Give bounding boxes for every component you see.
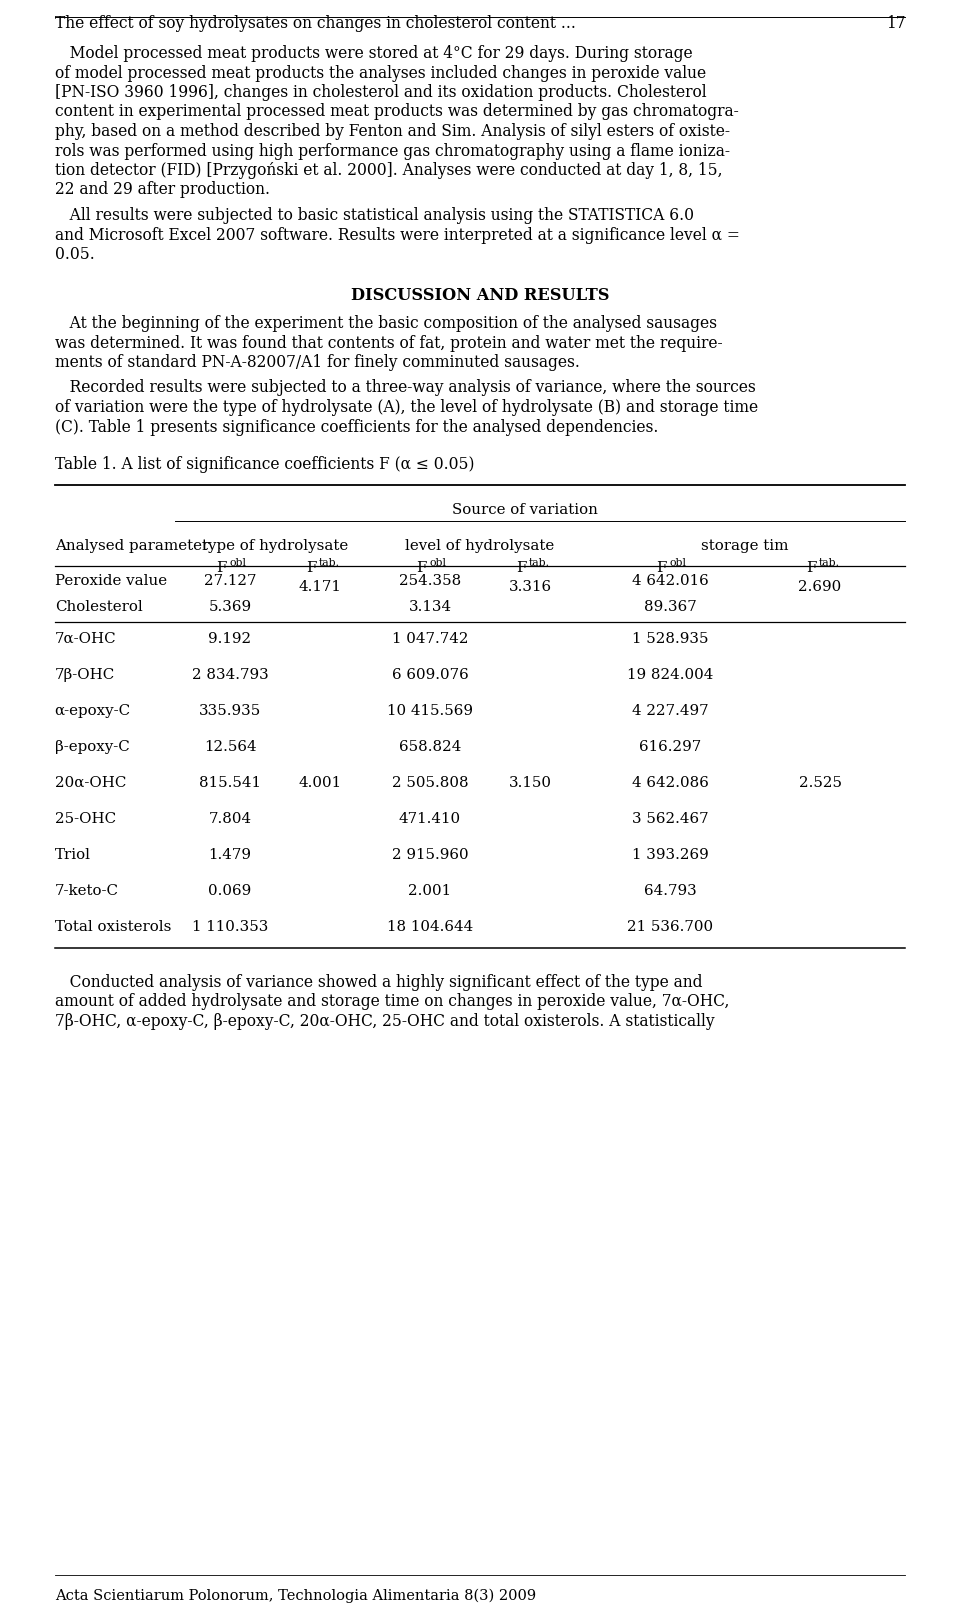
- Text: 25-OHC: 25-OHC: [55, 812, 116, 826]
- Text: 7-keto-C: 7-keto-C: [55, 883, 119, 897]
- Text: 1 393.269: 1 393.269: [632, 847, 708, 862]
- Text: 7β-OHC, α-epoxy-C, β-epoxy-C, 20α-OHC, 25-OHC and total oxisterols. A statistica: 7β-OHC, α-epoxy-C, β-epoxy-C, 20α-OHC, 2…: [55, 1012, 714, 1030]
- Text: At the beginning of the experiment the basic composition of the analysed sausage: At the beginning of the experiment the b…: [55, 315, 717, 331]
- Text: (C). Table 1 presents significance coefficients for the analysed dependencies.: (C). Table 1 presents significance coeff…: [55, 419, 659, 435]
- Text: F: F: [657, 561, 667, 574]
- Text: 4.001: 4.001: [299, 776, 342, 789]
- Text: 3.150: 3.150: [509, 776, 551, 789]
- Text: tab.: tab.: [529, 558, 550, 568]
- Text: F: F: [217, 561, 227, 574]
- Text: 18 104.644: 18 104.644: [387, 920, 473, 933]
- Text: 0.05.: 0.05.: [55, 246, 94, 264]
- Text: Table 1. A list of significance coefficients F (α ≤ 0.05): Table 1. A list of significance coeffici…: [55, 456, 474, 474]
- Text: 21 536.700: 21 536.700: [627, 920, 713, 933]
- Text: Recorded results were subjected to a three-way analysis of variance, where the s: Recorded results were subjected to a thr…: [55, 380, 756, 396]
- Text: obl: obl: [429, 558, 446, 568]
- Text: content in experimental processed meat products was determined by gas chromatogr: content in experimental processed meat p…: [55, 103, 738, 121]
- Text: storage tim: storage tim: [701, 538, 789, 553]
- Text: Conducted analysis of variance showed a highly significant effect of the type an: Conducted analysis of variance showed a …: [55, 973, 702, 991]
- Text: was determined. It was found that contents of fat, protein and water met the req: was determined. It was found that conten…: [55, 335, 722, 351]
- Text: Model processed meat products were stored at 4°C for 29 days. During storage: Model processed meat products were store…: [55, 45, 692, 61]
- Text: F: F: [417, 561, 427, 574]
- Text: 9.192: 9.192: [208, 632, 252, 645]
- Text: 3.316: 3.316: [509, 579, 552, 593]
- Text: amount of added hydrolysate and storage time on changes in peroxide value, 7α-OH: amount of added hydrolysate and storage …: [55, 993, 729, 1011]
- Text: Triol: Triol: [55, 847, 90, 862]
- Text: 22 and 29 after production.: 22 and 29 after production.: [55, 181, 270, 199]
- Text: 4 642.086: 4 642.086: [632, 776, 708, 789]
- Text: Cholesterol: Cholesterol: [55, 600, 142, 613]
- Text: 1 528.935: 1 528.935: [632, 632, 708, 645]
- Text: and Microsoft Excel 2007 software. Results were interpreted at a significance le: and Microsoft Excel 2007 software. Resul…: [55, 226, 739, 244]
- Text: 1 047.742: 1 047.742: [392, 632, 468, 645]
- Text: 64.793: 64.793: [643, 883, 696, 897]
- Text: 4 642.016: 4 642.016: [632, 574, 708, 587]
- Text: tab.: tab.: [819, 558, 840, 568]
- Text: 17: 17: [886, 15, 905, 32]
- Text: 7.804: 7.804: [208, 812, 252, 826]
- Text: obl: obl: [669, 558, 686, 568]
- Text: rols was performed using high performance gas chromatography using a flame ioniz: rols was performed using high performanc…: [55, 142, 730, 160]
- Text: 7β-OHC: 7β-OHC: [55, 668, 115, 681]
- Text: F: F: [306, 561, 317, 574]
- Text: 89.367: 89.367: [643, 600, 696, 613]
- Text: 335.935: 335.935: [199, 703, 261, 718]
- Text: 2 915.960: 2 915.960: [392, 847, 468, 862]
- Text: Total oxisterols: Total oxisterols: [55, 920, 171, 933]
- Text: [PN-ISO 3960 1996], changes in cholesterol and its oxidation products. Cholester: [PN-ISO 3960 1996], changes in cholester…: [55, 84, 707, 100]
- Text: 12.564: 12.564: [204, 739, 256, 754]
- Text: 1.479: 1.479: [208, 847, 252, 862]
- Text: 19 824.004: 19 824.004: [627, 668, 713, 681]
- Text: 7α-OHC: 7α-OHC: [55, 632, 116, 645]
- Text: tab.: tab.: [319, 558, 340, 568]
- Text: 815.541: 815.541: [199, 776, 261, 789]
- Text: F: F: [516, 561, 527, 574]
- Text: Acta Scientiarum Polonorum, Technologia Alimentaria 8(3) 2009: Acta Scientiarum Polonorum, Technologia …: [55, 1590, 536, 1604]
- Text: 4.171: 4.171: [299, 579, 342, 593]
- Text: All results were subjected to basic statistical analysis using the STATISTICA 6.: All results were subjected to basic stat…: [55, 207, 694, 225]
- Text: 3.134: 3.134: [408, 600, 451, 613]
- Text: type of hydrolysate: type of hydrolysate: [202, 538, 348, 553]
- Text: phy, based on a method described by Fenton and Sim. Analysis of silyl esters of : phy, based on a method described by Fent…: [55, 123, 730, 141]
- Text: 2.525: 2.525: [799, 776, 842, 789]
- Text: 2 834.793: 2 834.793: [192, 668, 269, 681]
- Text: 658.824: 658.824: [398, 739, 461, 754]
- Text: 254.358: 254.358: [398, 574, 461, 587]
- Text: level of hydrolysate: level of hydrolysate: [405, 538, 555, 553]
- Text: 10 415.569: 10 415.569: [387, 703, 473, 718]
- Text: Source of variation: Source of variation: [452, 503, 598, 517]
- Text: 3 562.467: 3 562.467: [632, 812, 708, 826]
- Text: 2 505.808: 2 505.808: [392, 776, 468, 789]
- Text: 2.690: 2.690: [799, 579, 842, 593]
- Text: α-epoxy-C: α-epoxy-C: [55, 703, 131, 718]
- Text: 2.001: 2.001: [408, 883, 451, 897]
- Text: Analysed parameter: Analysed parameter: [55, 538, 209, 553]
- Text: 6 609.076: 6 609.076: [392, 668, 468, 681]
- Text: 471.410: 471.410: [399, 812, 461, 826]
- Text: of model processed meat products the analyses included changes in peroxide value: of model processed meat products the ana…: [55, 65, 706, 81]
- Text: of variation were the type of hydrolysate (A), the level of hydrolysate (B) and : of variation were the type of hydrolysat…: [55, 399, 757, 416]
- Text: F: F: [806, 561, 817, 574]
- Text: 4 227.497: 4 227.497: [632, 703, 708, 718]
- Text: 1 110.353: 1 110.353: [192, 920, 268, 933]
- Text: 0.069: 0.069: [208, 883, 252, 897]
- Text: DISCUSSION AND RESULTS: DISCUSSION AND RESULTS: [350, 288, 610, 304]
- Text: 616.297: 616.297: [638, 739, 701, 754]
- Text: ments of standard PN-A-82007/A1 for finely comminuted sausages.: ments of standard PN-A-82007/A1 for fine…: [55, 354, 580, 370]
- Text: 5.369: 5.369: [208, 600, 252, 613]
- Text: β-epoxy-C: β-epoxy-C: [55, 739, 130, 754]
- Text: 20α-OHC: 20α-OHC: [55, 776, 126, 789]
- Text: Peroxide value: Peroxide value: [55, 574, 167, 587]
- Text: 27.127: 27.127: [204, 574, 256, 587]
- Text: tion detector (FID) [Przygoński et al. 2000]. Analyses were conducted at day 1, : tion detector (FID) [Przygoński et al. 2…: [55, 162, 722, 179]
- Text: The effect of soy hydrolysates on changes in cholesterol content ...: The effect of soy hydrolysates on change…: [55, 15, 576, 32]
- Text: obl: obl: [229, 558, 246, 568]
